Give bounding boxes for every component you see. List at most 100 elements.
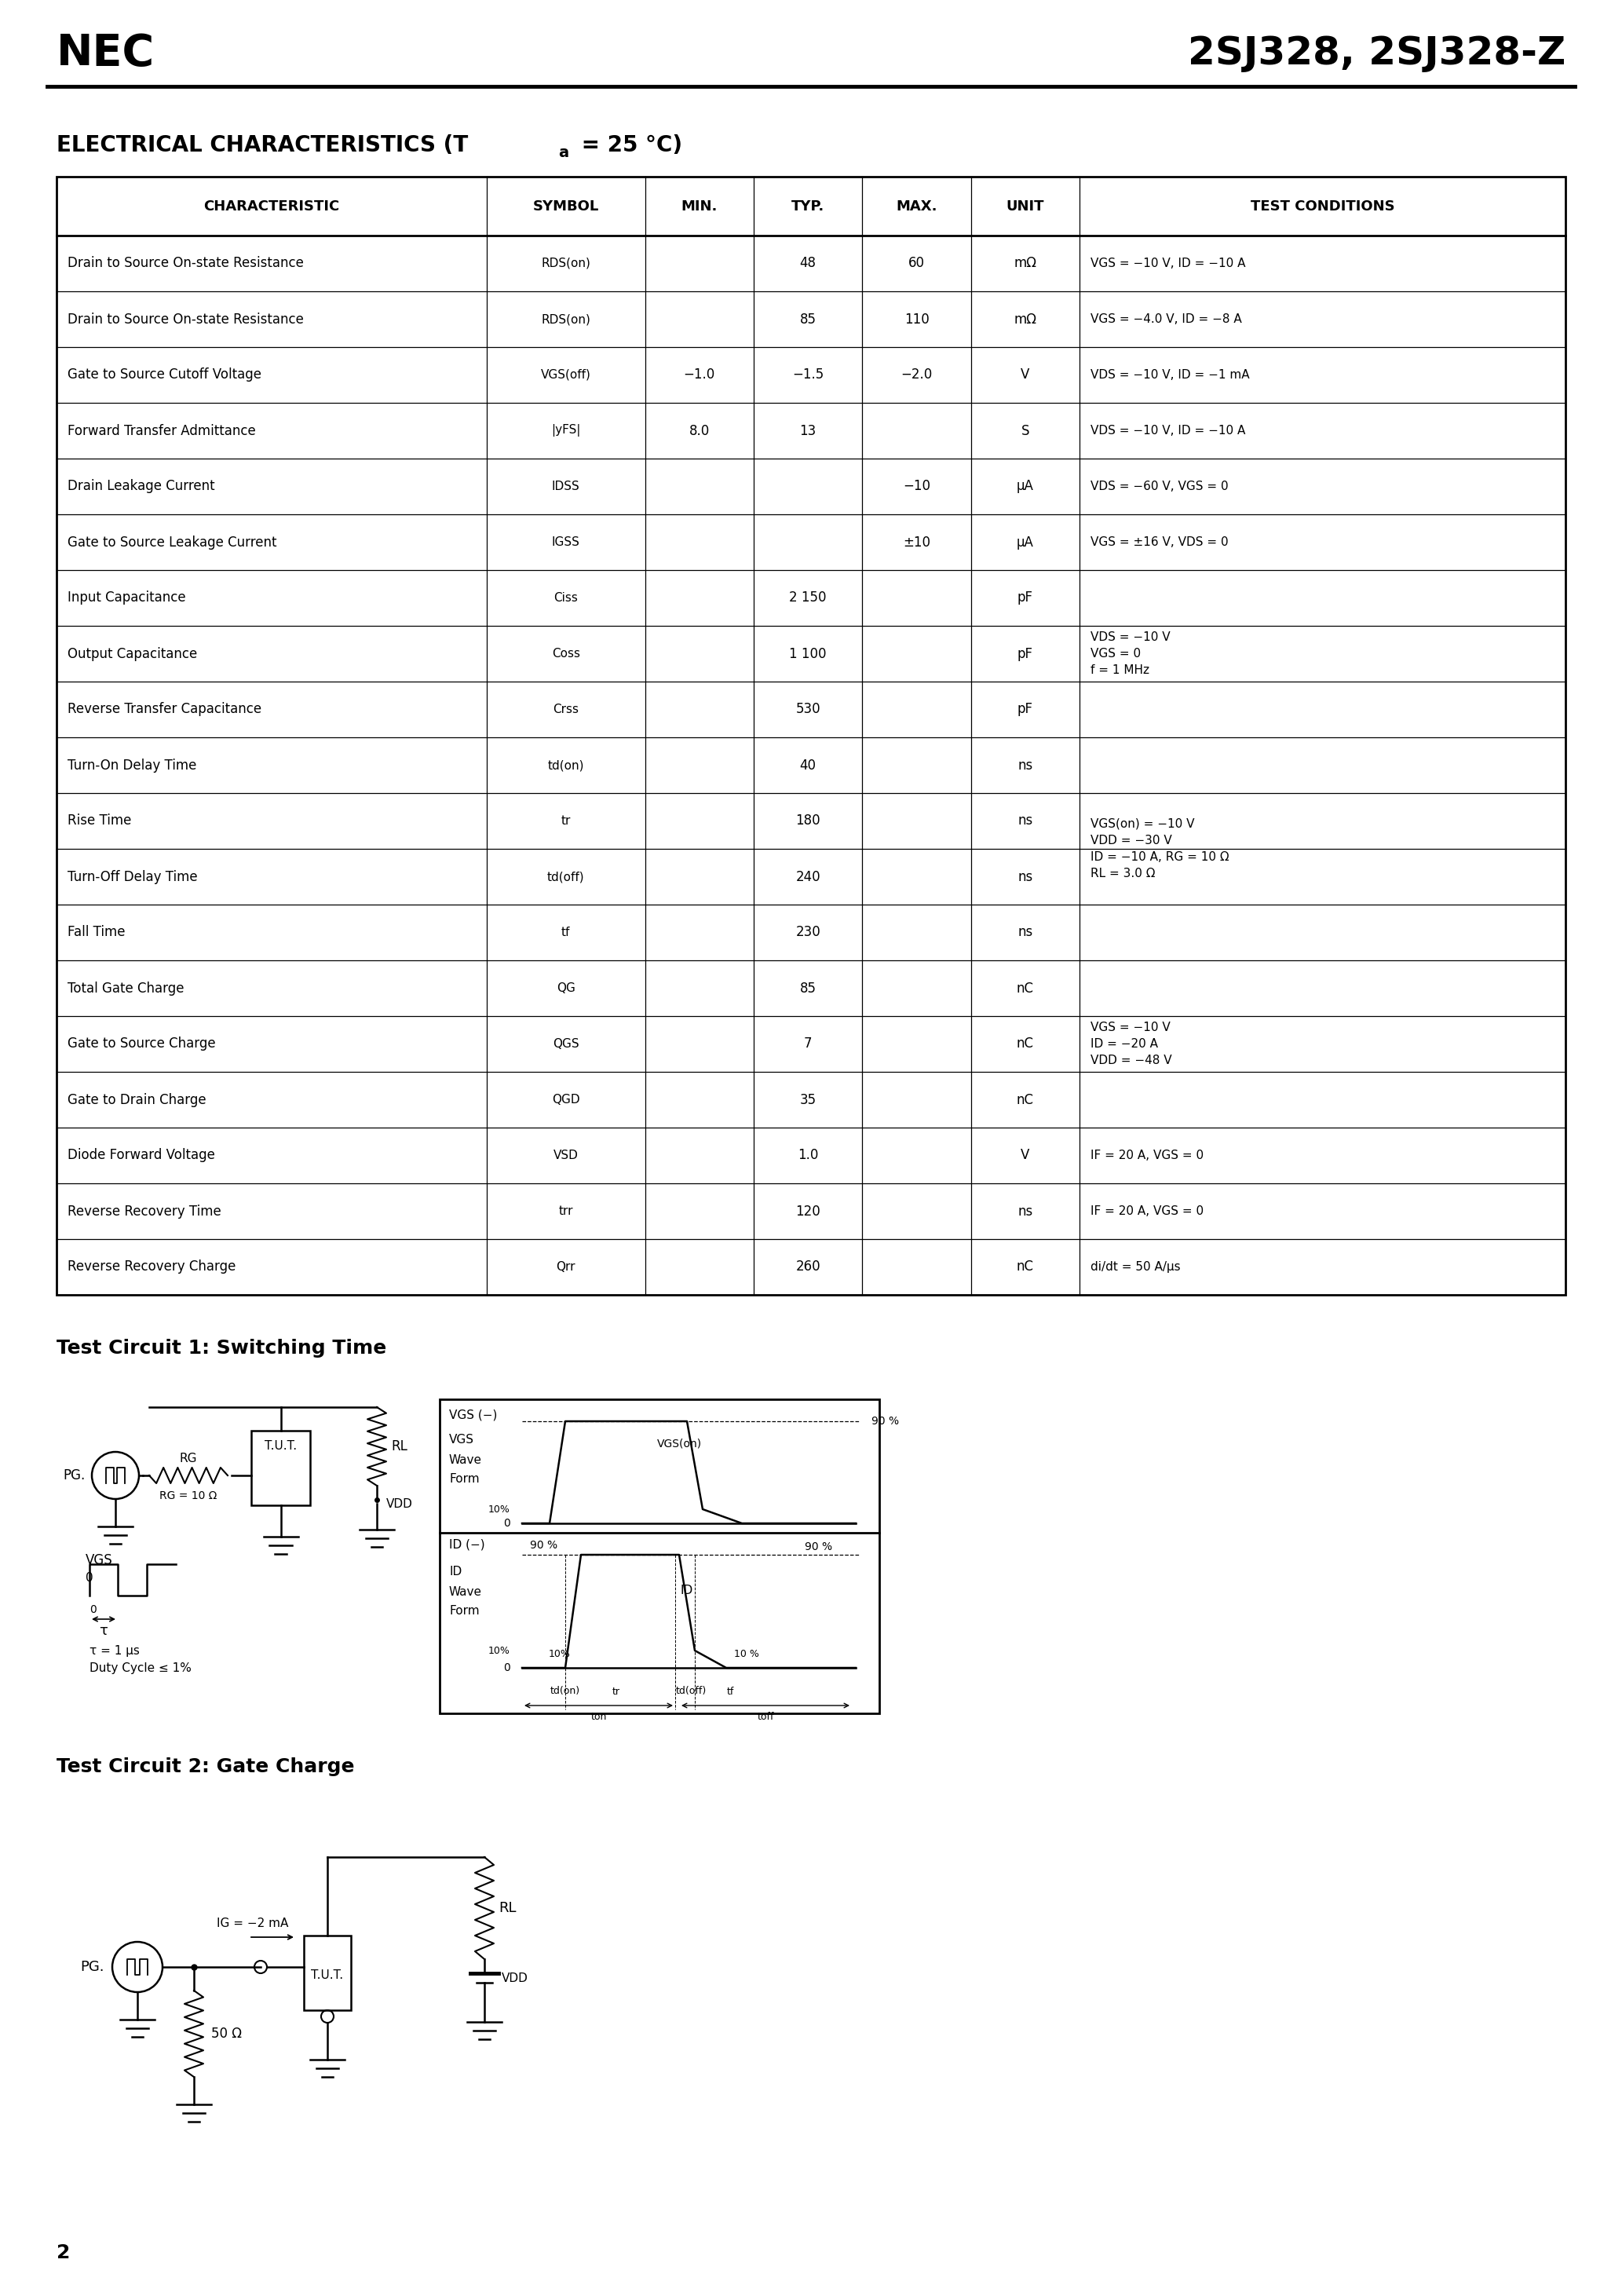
Text: VDS = −10 V, ID = −10 A: VDS = −10 V, ID = −10 A — [1090, 425, 1246, 436]
Text: ns: ns — [1017, 1203, 1033, 1219]
Text: ns: ns — [1017, 925, 1033, 939]
Text: ID: ID — [681, 1584, 693, 1596]
Text: Forward Transfer Admittance: Forward Transfer Admittance — [68, 425, 256, 439]
Text: |yFS|: |yFS| — [551, 425, 581, 436]
Text: nC: nC — [1017, 980, 1033, 994]
Text: VGS(on) = −10 V: VGS(on) = −10 V — [1090, 817, 1195, 829]
Text: Ciss: Ciss — [553, 592, 577, 604]
Text: Coss: Coss — [551, 647, 581, 659]
Text: RG = 10 Ω: RG = 10 Ω — [159, 1490, 217, 1502]
Text: VGS (−): VGS (−) — [449, 1410, 498, 1421]
Text: RL = 3.0 Ω: RL = 3.0 Ω — [1090, 868, 1155, 879]
Text: ID (−): ID (−) — [449, 1538, 485, 1550]
Text: VGS = ±16 V, VDS = 0: VGS = ±16 V, VDS = 0 — [1090, 537, 1228, 549]
Text: tr: tr — [613, 1685, 620, 1697]
Text: VGS(off): VGS(off) — [540, 370, 590, 381]
Text: Turn-Off Delay Time: Turn-Off Delay Time — [68, 870, 198, 884]
Text: ID: ID — [449, 1566, 462, 1577]
Text: pF: pF — [1017, 703, 1033, 716]
Text: Wave: Wave — [449, 1587, 482, 1598]
Bar — [303, 1936, 350, 2011]
Text: tf: tf — [561, 928, 571, 939]
Text: Qrr: Qrr — [556, 1261, 576, 1272]
Text: VSD: VSD — [553, 1150, 579, 1162]
Text: Input Capacitance: Input Capacitance — [68, 590, 187, 606]
Text: RL: RL — [391, 1440, 407, 1453]
Text: 0: 0 — [89, 1605, 96, 1614]
Text: TEST CONDITIONS: TEST CONDITIONS — [1251, 200, 1395, 214]
Text: 1 100: 1 100 — [790, 647, 827, 661]
Text: Diode Forward Voltage: Diode Forward Voltage — [68, 1148, 216, 1162]
Text: Output Capacitance: Output Capacitance — [68, 647, 198, 661]
Text: S: S — [1022, 425, 1030, 439]
Text: 0: 0 — [503, 1662, 511, 1674]
Text: ns: ns — [1017, 813, 1033, 829]
Text: Gate to Drain Charge: Gate to Drain Charge — [68, 1093, 206, 1107]
Text: f = 1 MHz: f = 1 MHz — [1090, 664, 1150, 675]
Text: μA: μA — [1017, 535, 1033, 549]
Text: VDD: VDD — [501, 1972, 529, 1984]
Text: V: V — [1020, 367, 1030, 381]
Text: td(on): td(on) — [548, 760, 584, 771]
Text: Wave: Wave — [449, 1456, 482, 1467]
Text: 90 %: 90 % — [530, 1541, 558, 1550]
Text: 90 %: 90 % — [805, 1541, 832, 1552]
Text: RG: RG — [180, 1453, 198, 1465]
Text: MIN.: MIN. — [681, 200, 717, 214]
Text: NEC: NEC — [57, 32, 154, 73]
Bar — [251, 1430, 310, 1506]
Text: td(off): td(off) — [547, 870, 584, 882]
Text: QG: QG — [556, 983, 576, 994]
Text: VGS: VGS — [86, 1552, 114, 1568]
Text: TYP.: TYP. — [792, 200, 824, 214]
Text: Rise Time: Rise Time — [68, 813, 131, 829]
Text: 230: 230 — [795, 925, 821, 939]
Text: Fall Time: Fall Time — [68, 925, 125, 939]
Text: QGD: QGD — [551, 1093, 579, 1107]
Text: 10%: 10% — [548, 1649, 571, 1660]
Text: VDD: VDD — [386, 1497, 414, 1508]
Text: 240: 240 — [795, 870, 821, 884]
Text: VDS = −10 V, ID = −1 mA: VDS = −10 V, ID = −1 mA — [1090, 370, 1249, 381]
Text: = 25 °C): = 25 °C) — [574, 133, 683, 156]
Text: 50 Ω: 50 Ω — [211, 2027, 242, 2041]
Text: Drain Leakage Current: Drain Leakage Current — [68, 480, 214, 494]
Text: ELECTRICAL CHARACTERISTICS (T: ELECTRICAL CHARACTERISTICS (T — [57, 133, 469, 156]
Text: −10: −10 — [903, 480, 931, 494]
Text: a: a — [558, 145, 568, 161]
Text: 85: 85 — [800, 980, 816, 994]
Text: Test Circuit 1: Switching Time: Test Circuit 1: Switching Time — [57, 1339, 386, 1357]
Text: V: V — [1020, 1148, 1030, 1162]
Text: PG.: PG. — [63, 1469, 86, 1483]
Text: T.U.T.: T.U.T. — [311, 1970, 344, 1981]
Text: PG.: PG. — [81, 1961, 104, 1975]
Text: SYMBOL: SYMBOL — [532, 200, 599, 214]
Text: tf: tf — [727, 1685, 733, 1697]
Text: Reverse Recovery Charge: Reverse Recovery Charge — [68, 1261, 235, 1274]
Text: nC: nC — [1017, 1038, 1033, 1052]
Text: VDS = −60 V, VGS = 0: VDS = −60 V, VGS = 0 — [1090, 480, 1228, 491]
Text: Gate to Source Leakage Current: Gate to Source Leakage Current — [68, 535, 277, 549]
Text: VGS = −10 V, ID = −10 A: VGS = −10 V, ID = −10 A — [1090, 257, 1246, 269]
Text: ns: ns — [1017, 870, 1033, 884]
Text: 530: 530 — [795, 703, 821, 716]
Text: VDD = −48 V: VDD = −48 V — [1090, 1054, 1173, 1065]
Text: 110: 110 — [903, 312, 929, 326]
Text: 120: 120 — [795, 1203, 821, 1219]
Text: MAX.: MAX. — [895, 200, 938, 214]
Text: Drain to Source On-state Resistance: Drain to Source On-state Resistance — [68, 257, 303, 271]
Text: Test Circuit 2: Gate Charge: Test Circuit 2: Gate Charge — [57, 1756, 355, 1777]
Text: ID = −20 A: ID = −20 A — [1090, 1038, 1158, 1049]
Text: 85: 85 — [800, 312, 816, 326]
Text: Drain to Source On-state Resistance: Drain to Source On-state Resistance — [68, 312, 303, 326]
Text: ±10: ±10 — [903, 535, 931, 549]
Text: Crss: Crss — [553, 703, 579, 716]
Text: −2.0: −2.0 — [900, 367, 933, 381]
Text: ns: ns — [1017, 758, 1033, 771]
Text: 0: 0 — [86, 1573, 92, 1584]
Text: UNIT: UNIT — [1006, 200, 1045, 214]
Bar — [57, 177, 1565, 1295]
Text: VGS = −4.0 V, ID = −8 A: VGS = −4.0 V, ID = −8 A — [1090, 312, 1242, 326]
Text: RDS(on): RDS(on) — [542, 257, 590, 269]
Text: 10%: 10% — [488, 1646, 511, 1655]
